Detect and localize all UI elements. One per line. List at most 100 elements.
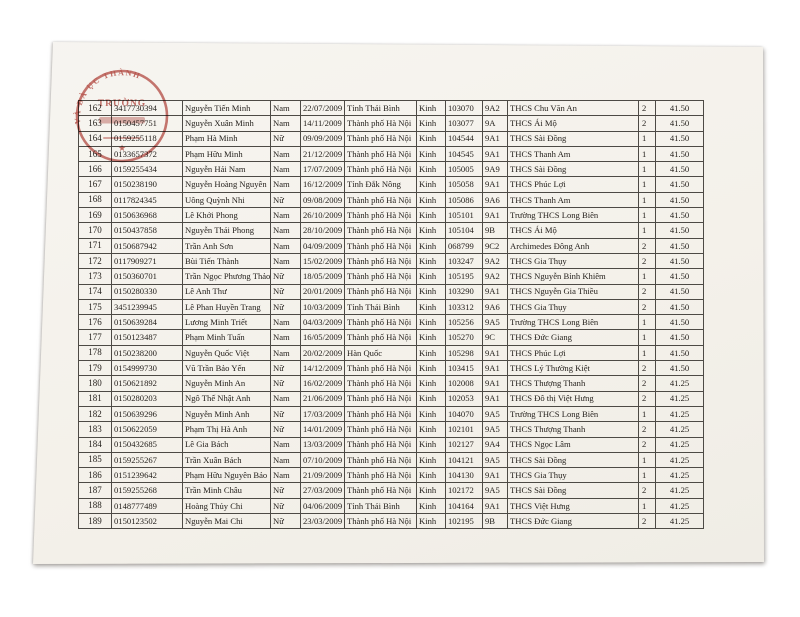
cell-exam-number: 103312: [445, 298, 483, 316]
cell-count: 2: [638, 436, 656, 453]
cell-ethnicity: Kinh: [416, 207, 446, 224]
cell-birthplace: Thành phố Hà Nội: [344, 451, 417, 469]
cell-birthplace: Thành phố Hà Nội: [344, 130, 417, 147]
cell-date-of-birth: 04/03/2009: [300, 314, 345, 331]
cell-exam-number: 102053: [445, 390, 483, 407]
cell-school: Trường THCS Long Biên: [507, 207, 639, 224]
cell-date-of-birth: 27/03/2009: [300, 482, 345, 499]
cell-count: 2: [638, 482, 656, 499]
cell-class: 9A1: [482, 145, 508, 163]
cell-date-of-birth: 22/07/2009: [300, 99, 345, 117]
cell-class: 9A1: [482, 467, 508, 484]
cell-ethnicity: Kinh: [416, 145, 446, 163]
cell-class: 9A5: [482, 421, 508, 438]
cell-score: 41.50: [655, 191, 704, 209]
cell-ethnicity: Kinh: [416, 283, 446, 300]
cell-exam-number: 104121: [445, 451, 483, 469]
cell-count: 2: [638, 283, 656, 300]
cell-gender: Nam: [270, 176, 301, 193]
cell-row-number: 168: [78, 191, 112, 209]
cell-student-name: Phạm Thị Hà Anh: [182, 421, 271, 438]
cell-candidate-id: 0150437858: [111, 222, 183, 239]
cell-student-name: Nguyễn Mai Chi: [182, 513, 271, 530]
cell-exam-number: 102127: [445, 436, 483, 453]
cell-row-number: 175: [78, 298, 112, 316]
cell-date-of-birth: 04/06/2009: [300, 497, 345, 515]
cell-ethnicity: Kinh: [416, 252, 446, 270]
cell-gender: Nam: [270, 344, 301, 362]
cell-student-name: Uông Quỳnh Nhi: [182, 191, 271, 209]
cell-gender: Nữ: [270, 405, 301, 423]
cell-class: 9A1: [482, 283, 508, 300]
cell-school: THCS Sài Đồng: [507, 130, 639, 147]
cell-gender: Nam: [270, 252, 301, 270]
cell-ethnicity: Kinh: [416, 161, 446, 178]
cell-exam-number: 105195: [445, 268, 483, 285]
cell-gender: Nữ: [270, 360, 301, 377]
cell-candidate-id: 0150621892: [111, 375, 183, 392]
cell-birthplace: Thành phố Hà Nội: [344, 145, 417, 163]
cell-score: 41.50: [655, 222, 704, 239]
cell-score: 41.50: [655, 130, 704, 147]
cell-date-of-birth: 20/02/2009: [300, 344, 345, 362]
cell-candidate-id: 0159255268: [111, 482, 183, 499]
cell-candidate-id: 0150432685: [111, 436, 183, 453]
cell-class: 9A5: [482, 405, 508, 423]
cell-school: THCS Ngọc Lâm: [507, 436, 639, 453]
cell-student-name: Trần Minh Châu: [182, 482, 271, 499]
table-body: 162 3417730394 Nguyễn Tiến Minh Nam 22/0…: [78, 99, 704, 530]
cell-candidate-id: 0150123487: [111, 329, 183, 346]
cell-score: 41.50: [655, 314, 704, 331]
cell-birthplace: Thành phố Hà Nội: [344, 161, 417, 178]
cell-student-name: Lương Minh Triết: [182, 314, 271, 331]
table-row: 166 0159255434 Nguyễn Hải Nam Nam 17/07/…: [78, 161, 704, 178]
cell-birthplace: Thành phố Hà Nội: [344, 314, 417, 331]
cell-gender: Nam: [270, 145, 301, 163]
cell-row-number: 170: [78, 222, 112, 239]
cell-gender: Nữ: [270, 268, 301, 285]
cell-class: 9A1: [482, 207, 508, 224]
cell-ethnicity: Kinh: [416, 467, 446, 484]
cell-score: 41.50: [655, 145, 704, 163]
cell-row-number: 172: [78, 252, 112, 270]
cell-count: 1: [638, 191, 656, 209]
cell-gender: Nam: [270, 161, 301, 178]
table-row: 178 0150238200 Nguyễn Quốc Việt Nam 20/0…: [78, 344, 704, 362]
cell-row-number: 163: [78, 115, 112, 132]
cell-school: Archimedes Đông Anh: [507, 237, 639, 254]
cell-exam-number: 103247: [445, 252, 483, 270]
cell-candidate-id: 0117909271: [111, 252, 183, 270]
cell-candidate-id: 0150238200: [111, 344, 183, 362]
cell-birthplace: Thành phố Hà Nội: [344, 268, 417, 285]
cell-class: 9A1: [482, 390, 508, 407]
cell-birthplace: Thành phố Hà Nội: [344, 237, 417, 254]
cell-gender: Nữ: [270, 482, 301, 499]
cell-score: 41.50: [655, 207, 704, 224]
cell-school: THCS Lý Thường Kiệt: [507, 360, 639, 377]
cell-ethnicity: Kinh: [416, 360, 446, 377]
cell-row-number: 165: [78, 145, 112, 163]
cell-school: THCS Ái Mộ: [507, 115, 639, 132]
cell-exam-number: 104130: [445, 467, 483, 484]
cell-class: 9A5: [482, 482, 508, 499]
cell-candidate-id: 0159255434: [111, 161, 183, 178]
cell-candidate-id: 0159255267: [111, 451, 183, 469]
cell-student-name: Hoàng Thủy Chi: [182, 497, 271, 515]
cell-student-name: Trần Xuân Bách: [182, 451, 271, 469]
cell-ethnicity: Kinh: [416, 222, 446, 239]
cell-gender: Nữ: [270, 298, 301, 316]
cell-birthplace: Thành phố Hà Nội: [344, 405, 417, 423]
cell-school: THCS Thượng Thanh: [507, 375, 639, 392]
cell-student-name: Bùi Tiến Thành: [182, 252, 271, 270]
cell-school: THCS Đức Giang: [507, 513, 639, 530]
cell-exam-number: 105298: [445, 344, 483, 362]
cell-birthplace: Thành phố Hà Nội: [344, 283, 417, 300]
cell-gender: Nữ: [270, 497, 301, 515]
cell-class: 9C: [482, 329, 508, 346]
cell-score: 41.25: [655, 405, 704, 423]
cell-count: 2: [638, 237, 656, 254]
cell-ethnicity: Kinh: [416, 344, 446, 362]
cell-exam-number: 105256: [445, 314, 483, 331]
cell-date-of-birth: 09/08/2009: [300, 191, 345, 209]
cell-class: 9A2: [482, 252, 508, 270]
